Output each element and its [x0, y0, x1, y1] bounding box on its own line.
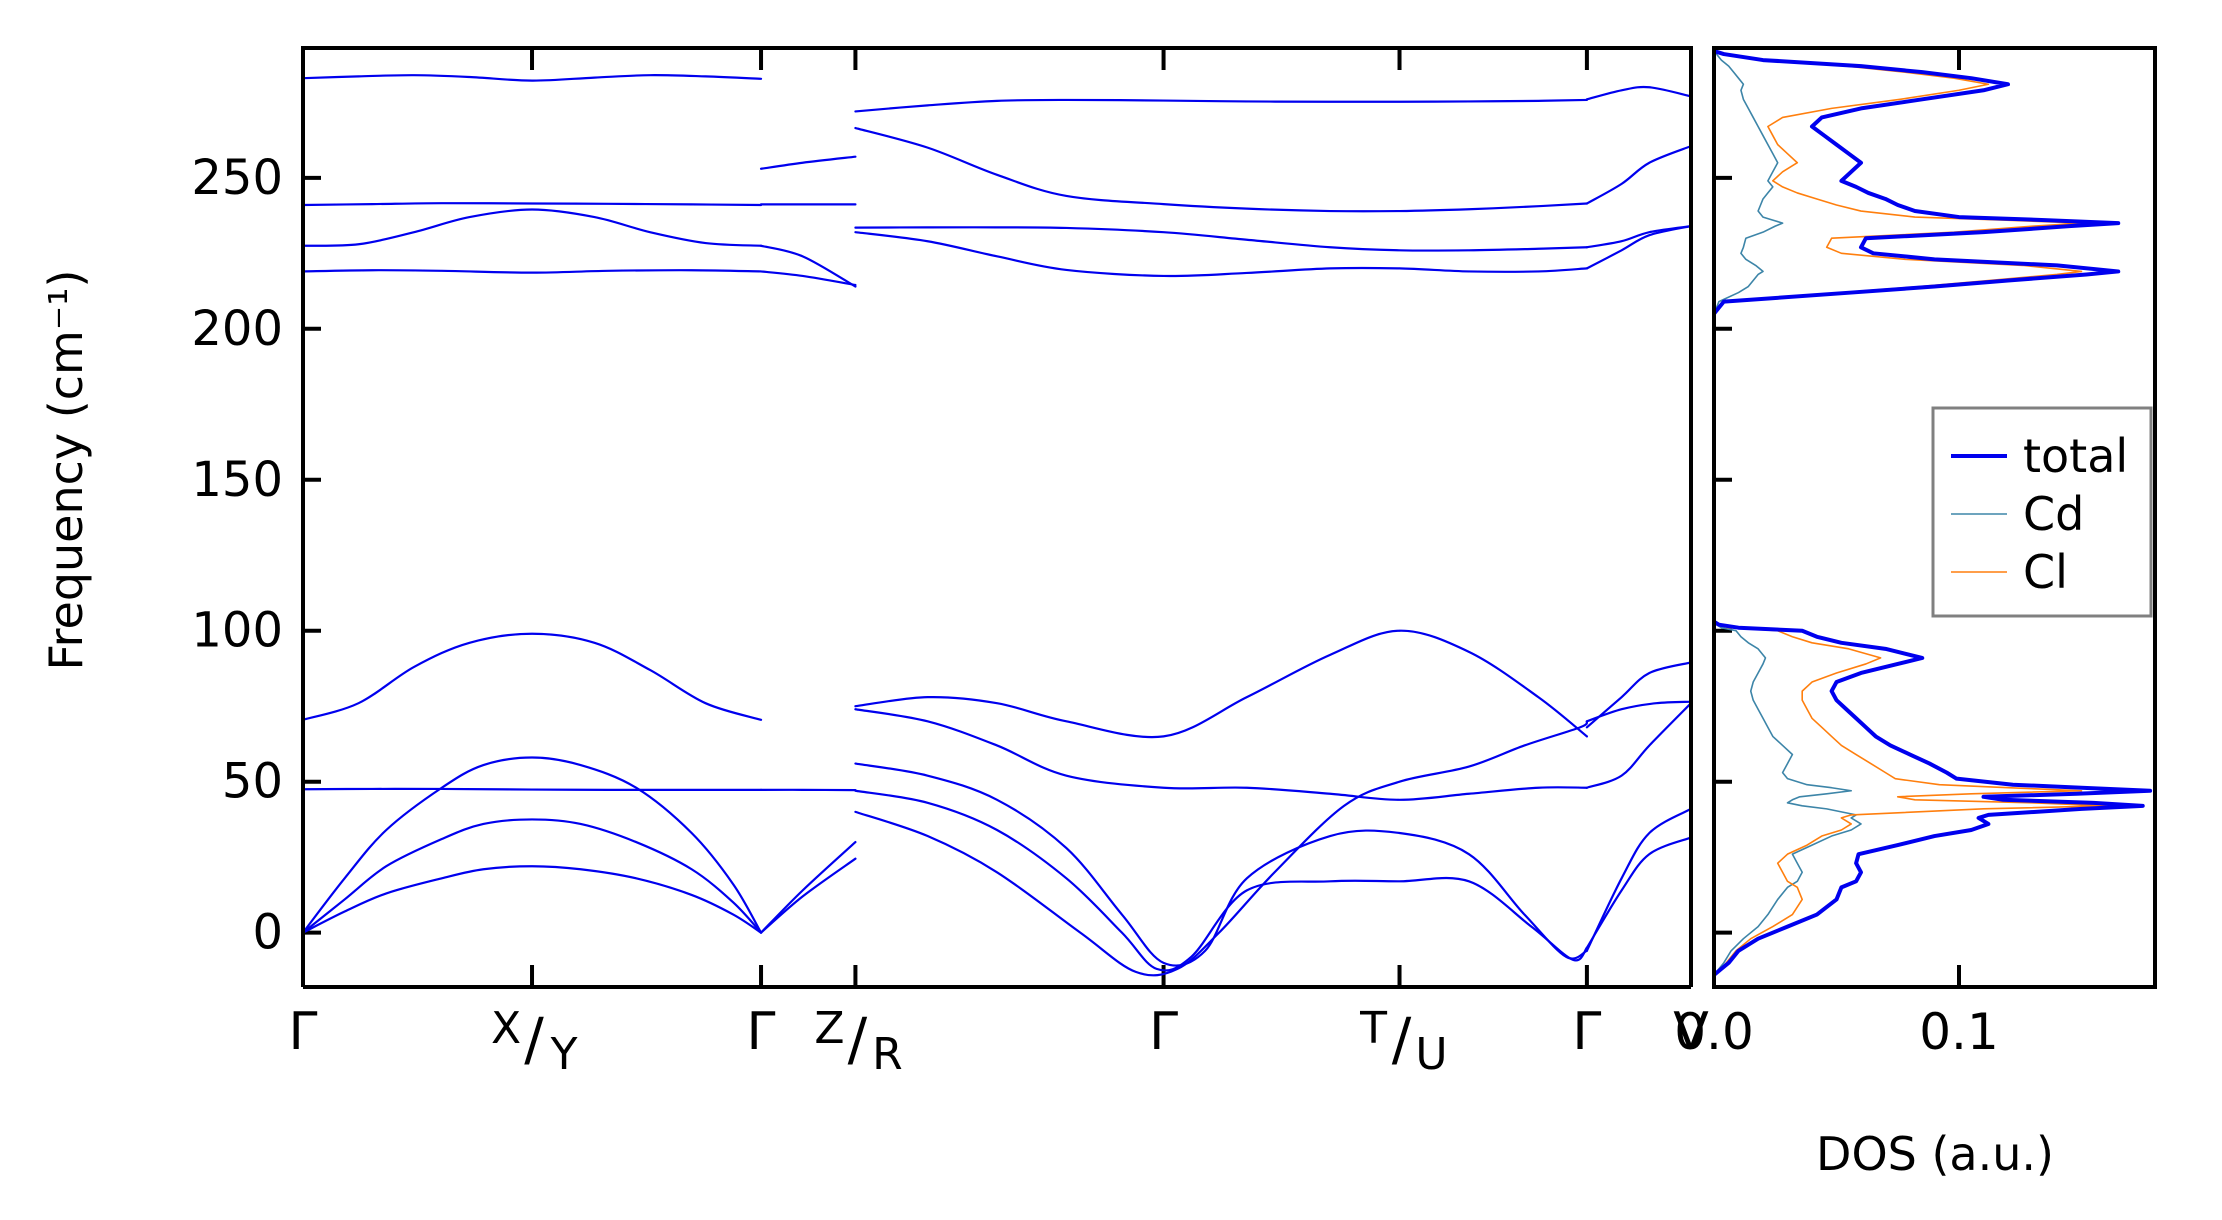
band-branch: [854, 98, 1588, 113]
y-tick-label: 150: [191, 452, 283, 508]
y-tick-label: 0: [252, 905, 283, 961]
dos-curve-Cd: [1714, 50, 1862, 987]
dos-x-tick-label: 0.0: [1674, 1003, 1754, 1061]
band-branch: [854, 231, 1588, 278]
x-tick-label: Γ: [1149, 1002, 1178, 1062]
svg-text:T: T: [1359, 1003, 1387, 1054]
svg-text:Γ: Γ: [747, 1002, 776, 1062]
band-branch: [759, 155, 857, 170]
svg-text:Z: Z: [814, 1003, 844, 1054]
svg-text:Γ: Γ: [1149, 1002, 1178, 1062]
dos-y-ticks: [1714, 175, 1732, 935]
y-tick-label: 200: [191, 301, 283, 357]
band-branch: [1585, 85, 1691, 101]
band-branch: [1585, 702, 1691, 789]
dos-x-axis-label: DOS (a.u.): [1816, 1127, 2054, 1181]
band-branch: [303, 865, 763, 934]
x-tick-label: Γ: [747, 1002, 776, 1062]
y-tick-label: 100: [191, 603, 283, 659]
band-branch: [1585, 700, 1691, 723]
x-tick-label: Γ: [1572, 1002, 1601, 1062]
band-branch: [759, 857, 857, 934]
band-branch: [854, 629, 1588, 739]
band-branch: [854, 708, 1588, 801]
band-branch: [1585, 836, 1691, 949]
dos-panel: 0.0 0.1 DOS (a.u.): [1674, 46, 2157, 1181]
band-branch: [1585, 225, 1691, 249]
band-branch: [1585, 661, 1691, 729]
dos-curves: [1714, 49, 2153, 987]
svg-text:Γ: Γ: [289, 1002, 318, 1062]
y-axis-label: Frequency (cm⁻¹): [39, 270, 93, 671]
band-branch: [759, 244, 857, 288]
band-branch: [303, 74, 763, 82]
svg-text:/: /: [1392, 1005, 1412, 1073]
svg-text:V: V: [1673, 1002, 1709, 1062]
x-tick-label: X / Y: [491, 1003, 578, 1080]
band-branch: [303, 632, 763, 721]
y-tick-label: 50: [222, 754, 283, 810]
band-branch: [854, 126, 1588, 213]
band-branch: [854, 789, 1588, 972]
band-branch: [303, 269, 763, 274]
band-branch: [303, 208, 763, 247]
band-branch: [854, 720, 1589, 977]
band-branch: [759, 270, 857, 287]
band-branch: [854, 226, 1588, 252]
x-tick-label: Z / R: [814, 1003, 902, 1080]
band-branch: [303, 787, 763, 791]
band-curves: [303, 74, 1691, 977]
band-branch: [1585, 145, 1691, 205]
dos-curve-total: [1714, 49, 2153, 987]
svg-text:U: U: [1415, 1029, 1447, 1080]
band-y-tick-labels: 0 50 100 150 200 250: [191, 150, 283, 961]
band-branch: [1585, 225, 1691, 270]
svg-text:/: /: [848, 1005, 868, 1073]
dos-axes-frame: [1712, 46, 2157, 989]
svg-text:/: /: [524, 1005, 544, 1073]
legend-label-total[interactable]: total: [2023, 429, 2128, 483]
band-branch: [1585, 807, 1691, 952]
band-branch: [303, 756, 763, 934]
dos-x-tick-label: 0.1: [1919, 1003, 1999, 1061]
legend-label-Cl[interactable]: Cl: [2023, 545, 2068, 599]
band-branch: [303, 818, 763, 934]
dos-curve-Cl: [1714, 50, 2107, 987]
band-branch: [854, 762, 1588, 967]
dos-x-tick-labels: 0.0 0.1: [1674, 1003, 1999, 1061]
band-x-ticks: [530, 48, 1589, 987]
svg-text:Γ: Γ: [1572, 1002, 1601, 1062]
band-axes-frame: [301, 46, 1693, 989]
y-tick-label: 250: [191, 150, 283, 206]
legend-label-Cd[interactable]: Cd: [2023, 487, 2084, 541]
y-axis-label-group: Frequency (cm⁻¹): [39, 270, 93, 671]
svg-text:Y: Y: [550, 1029, 578, 1080]
band-y-ticks: [303, 175, 321, 935]
band-x-tick-labels: Γ X / Y Γ Z / R Γ T / U Γ V: [289, 1002, 1710, 1080]
legend-box: [1931, 406, 2153, 618]
x-tick-label: T / U: [1359, 1003, 1448, 1080]
x-tick-label: V: [1673, 1002, 1709, 1062]
x-tick-label: Γ: [289, 1002, 318, 1062]
svg-text:X: X: [491, 1003, 521, 1054]
band-branch: [303, 202, 763, 207]
svg-text:R: R: [872, 1029, 903, 1080]
